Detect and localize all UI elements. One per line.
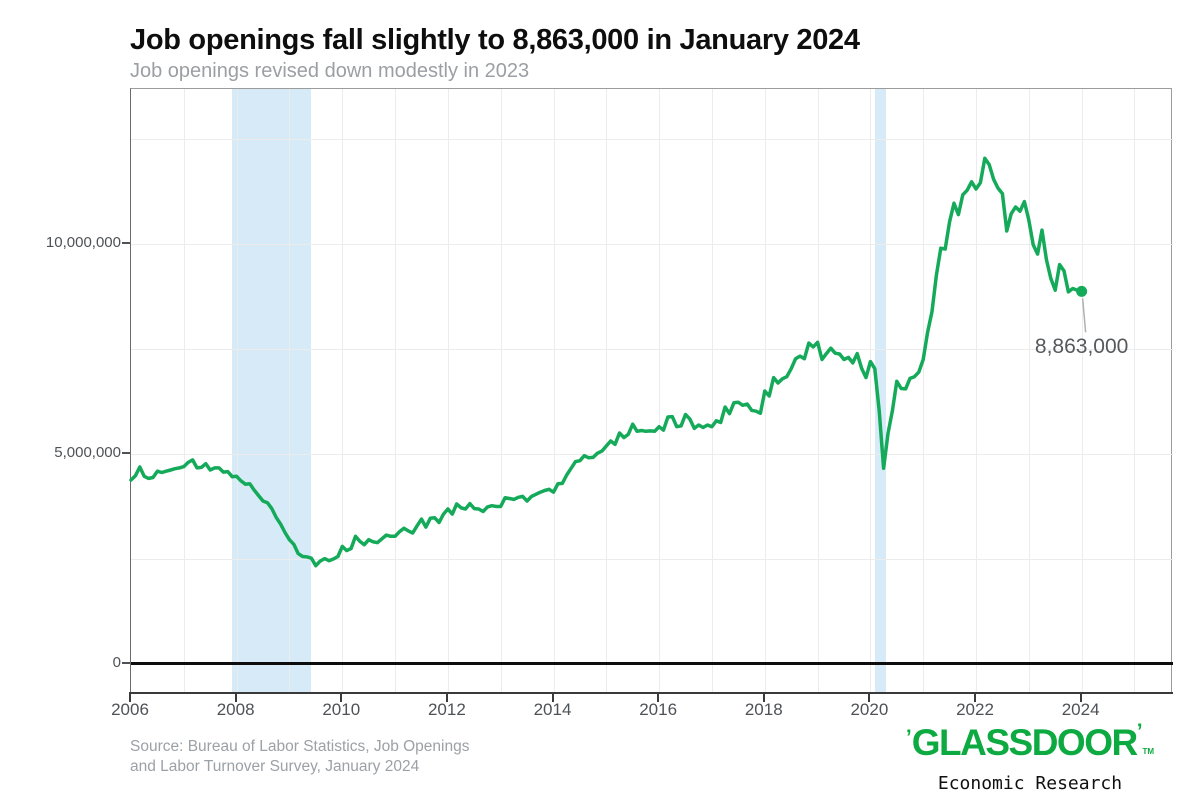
logo-right-quote-icon: ’: [1136, 720, 1143, 743]
x-axis-tick-mark: [868, 694, 871, 702]
x-axis-tick-label: 2020: [850, 700, 889, 719]
vertical-gridline: [659, 89, 661, 693]
horizontal-gridline: [131, 348, 1173, 350]
vertical-gridline: [236, 89, 238, 693]
x-axis-tick-mark: [129, 694, 131, 702]
y-axis-tick-label: 10,000,000: [45, 233, 121, 251]
horizontal-gridline: [131, 138, 1173, 140]
recession-band: [232, 89, 312, 693]
source-note: Source: Bureau of Labor Statistics, Job …: [130, 737, 469, 777]
vertical-gridline: [711, 89, 713, 693]
x-axis-tick-mark: [1079, 694, 1082, 702]
glassdoor-logo: ’GLASSDOOR’ TM Economic Research: [895, 712, 1165, 794]
chart-subtitle: Job openings revised down modestly in 20…: [130, 60, 530, 82]
horizontal-gridline: [131, 453, 1173, 455]
x-axis-tick-mark: [551, 694, 554, 702]
vertical-gridline: [1081, 89, 1083, 693]
y-axis-tick-label: 5,000,000: [54, 443, 121, 461]
job-openings-line-chart: [129, 156, 1088, 568]
glassdoor-wordmark: ’GLASSDOOR’ TM: [895, 712, 1165, 772]
y-axis-tick-mark: [122, 451, 130, 454]
annotation-leader-line: [1081, 298, 1087, 333]
source-line-2: and Labor Turnover Survey, January 2024: [130, 758, 420, 775]
x-axis-tick-label: 2006: [111, 700, 149, 719]
plot-area: 8,863,000: [129, 88, 1173, 693]
vertical-gridline: [553, 89, 555, 693]
chart-title: Job openings fall slightly to 8,863,000 …: [130, 24, 860, 56]
vertical-gridline: [606, 89, 608, 693]
logo-name: GLASSDOOR: [911, 722, 1138, 763]
horizontal-gridline: [131, 243, 1173, 245]
x-axis-line: [129, 692, 1173, 694]
x-axis-tick-mark: [234, 694, 237, 702]
x-axis-tick-label: 2018: [744, 700, 783, 719]
vertical-gridline: [923, 89, 925, 693]
vertical-gridline: [342, 89, 344, 693]
x-axis-tick-mark: [340, 694, 343, 702]
source-line-1: Source: Bureau of Labor Statistics, Job …: [130, 738, 470, 755]
x-axis-tick-label: 2016: [639, 700, 678, 719]
logo-trademark: TM: [1142, 747, 1155, 756]
vertical-gridline: [500, 89, 502, 693]
vertical-gridline: [870, 89, 872, 693]
x-axis-tick-mark: [657, 694, 660, 702]
x-axis-tick-mark: [762, 694, 765, 702]
logo-department: Economic Research: [937, 773, 1123, 794]
vertical-gridline: [183, 89, 185, 693]
x-axis-tick-label: 2010: [322, 700, 361, 719]
recession-band: [874, 89, 886, 693]
x-axis-tick-mark: [445, 694, 448, 702]
x-axis-tick-label: 2008: [216, 700, 255, 719]
y-axis-tick-mark: [122, 241, 130, 244]
y-axis-tick-label: 0: [112, 653, 121, 671]
x-axis-tick-label: 2012: [427, 700, 466, 719]
vertical-gridline: [289, 89, 291, 693]
vertical-gridline: [817, 89, 819, 693]
x-axis-tick-mark: [974, 694, 976, 702]
zero-line: [131, 662, 1173, 666]
vertical-gridline: [976, 89, 977, 693]
x-axis-tick-label: 2022: [956, 700, 994, 719]
x-axis-tick-label: 2024: [1061, 700, 1100, 719]
latest-value-annotation: 8,863,000: [1034, 335, 1129, 359]
vertical-gridline: [447, 89, 449, 693]
vertical-gridline: [1028, 89, 1030, 693]
x-axis-tick-label: 2014: [533, 700, 572, 719]
latest-value-dot: [1076, 285, 1088, 297]
logo-left-quote-icon: ’: [905, 726, 912, 749]
horizontal-gridline: [131, 558, 1173, 560]
job-openings-series-line: [129, 156, 1084, 568]
vertical-gridline: [395, 89, 397, 693]
vertical-gridline: [1134, 89, 1136, 693]
y-axis-tick-mark: [122, 661, 130, 664]
